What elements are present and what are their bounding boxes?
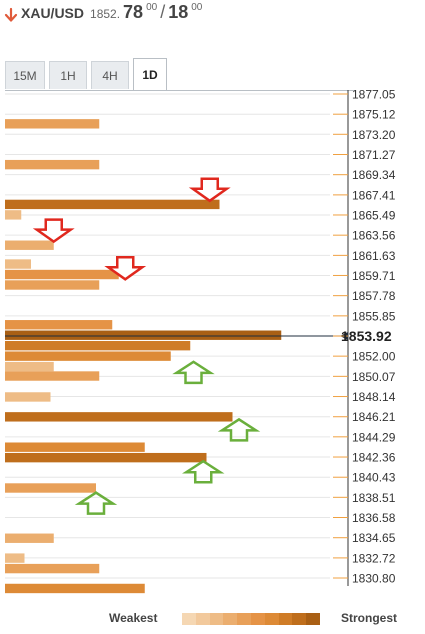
- tab-1d[interactable]: 1D: [133, 58, 167, 91]
- y-tick-label: 1850.07: [352, 370, 396, 384]
- legend-swatch: [264, 613, 279, 625]
- confluence-chart: 1877.05 1875.12 1873.20 1871.27 1869.34 1867.…: [5, 88, 396, 594]
- support-arrow-icon: [172, 360, 215, 385]
- y-tick-label: 1852.00: [352, 350, 396, 364]
- confluence-bar: [5, 351, 171, 361]
- tab-15m[interactable]: 15M: [5, 61, 45, 89]
- confluence-bar: [5, 330, 282, 340]
- confluence-bar: [5, 199, 220, 210]
- confluence-bar: [5, 280, 100, 290]
- y-tick-label: 1838.51: [352, 491, 396, 505]
- y-tick-label: 1863.56: [352, 229, 396, 243]
- legend-swatch: [209, 613, 224, 625]
- confluence-bar: [5, 483, 96, 493]
- legend-weakest-label: Weakest: [109, 611, 158, 625]
- confluence-bar: [5, 563, 100, 574]
- y-tick-label: 1869.34: [352, 168, 396, 182]
- legend-strongest-label: Strongest: [341, 611, 398, 625]
- instrument-header: XAU/USD 1852. 78 00 / 18 00: [4, 2, 202, 28]
- legend-swatch: [250, 613, 265, 625]
- confluence-bar: [5, 119, 100, 129]
- confluence-bar: [5, 159, 100, 170]
- confluence-bar: [5, 412, 233, 422]
- y-tick-label: 1855.85: [352, 309, 396, 323]
- y-tick-label: 1865.49: [352, 208, 396, 222]
- strength-legend: Weakest Strongest: [0, 610, 425, 630]
- price-base: 1852.: [90, 7, 121, 21]
- legend-swatch: [292, 613, 307, 625]
- price-separator: /: [160, 2, 166, 22]
- y-tick-label: 1859.71: [352, 269, 396, 283]
- price-ask-fraction: 00: [191, 2, 203, 13]
- y-tick-label: 1844.29: [352, 430, 396, 444]
- tab-4h[interactable]: 4H: [91, 61, 129, 89]
- legend-swatch: [223, 613, 238, 625]
- price-ask: 18: [168, 2, 189, 22]
- confluence-bar: [5, 210, 22, 220]
- confluence-bar: [5, 340, 191, 351]
- y-tick-label: 1861.63: [352, 249, 396, 263]
- confluence-bar: [5, 442, 145, 452]
- tab-divider: [5, 90, 356, 91]
- legend-swatch: [195, 613, 210, 625]
- y-tick-label: 1873.20: [352, 128, 396, 142]
- resistance-arrow-icon: [104, 256, 147, 281]
- y-tick-label: 1830.80: [352, 572, 396, 586]
- y-tick-label: 1871.27: [352, 148, 396, 162]
- y-tick-label: 1832.72: [352, 551, 396, 565]
- y-tick-label: 1840.43: [352, 471, 396, 485]
- confluence-bar: [5, 392, 51, 402]
- confluence-bar: [5, 361, 54, 372]
- y-tick-label: 1834.65: [352, 531, 396, 545]
- y-tick-label: 1877.05: [352, 88, 396, 102]
- timeframe-tabs: 15M 1H 4H 1D: [5, 58, 171, 91]
- y-tick-label: 1836.58: [352, 511, 396, 525]
- confluence-bar: [5, 553, 25, 563]
- arrow-down-icon: [4, 7, 18, 22]
- support-arrow-icon: [182, 459, 225, 484]
- y-tick-label: 1846.21: [352, 410, 396, 424]
- confluence-bar: [5, 269, 119, 280]
- legend-swatches: [182, 613, 320, 625]
- y-tick-label: 1867.41: [352, 188, 396, 202]
- legend-swatch: [306, 613, 320, 625]
- support-arrow-icon: [217, 417, 261, 442]
- y-tick-label: 1875.12: [352, 108, 396, 122]
- resistance-arrow-icon: [32, 218, 75, 244]
- support-arrow-icon: [74, 491, 118, 515]
- confluence-bar: [5, 583, 145, 594]
- resistance-arrow-icon: [188, 177, 231, 203]
- price-bid-fraction: 00: [146, 2, 158, 13]
- current-price-label: 1853.92: [341, 328, 392, 344]
- legend-swatch: [237, 613, 251, 625]
- confluence-bar: [5, 533, 54, 543]
- confluence-bar: [5, 452, 207, 463]
- symbol-label: XAU/USD: [21, 5, 85, 21]
- confluence-bar: [5, 320, 113, 330]
- y-tick-label: 1857.78: [352, 289, 396, 303]
- confluence-bar: [5, 240, 54, 250]
- confluence-bar: [5, 259, 31, 269]
- y-tick-label: 1848.14: [352, 390, 396, 404]
- confluence-bar: [5, 371, 100, 381]
- legend-swatch: [278, 613, 293, 625]
- y-tick-label: 1842.36: [352, 451, 396, 465]
- legend-swatch: [182, 613, 196, 625]
- tab-1h[interactable]: 1H: [49, 61, 87, 89]
- price-bid: 78: [123, 2, 144, 22]
